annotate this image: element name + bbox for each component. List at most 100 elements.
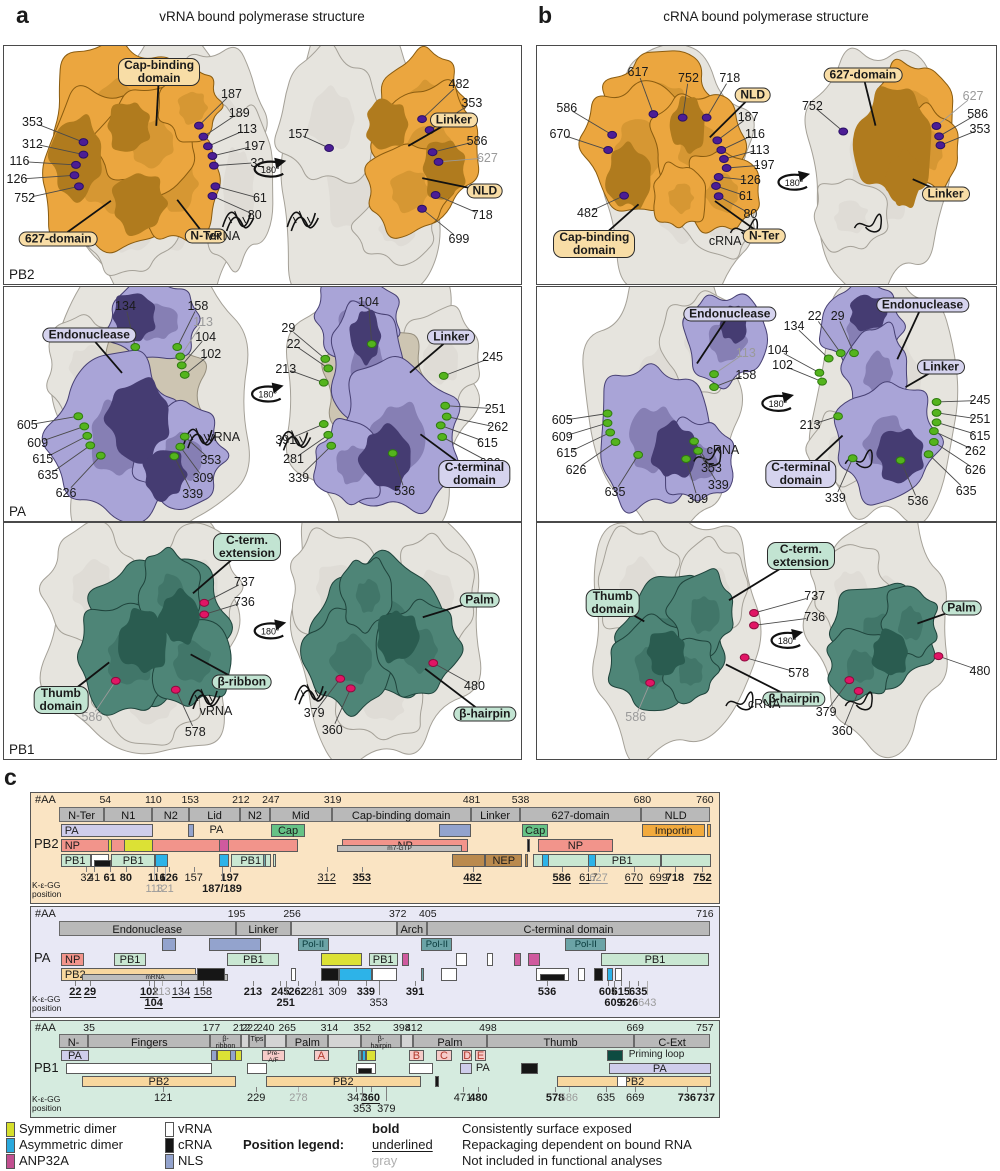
residue-label: 126 xyxy=(739,173,761,188)
residue-label: 586 xyxy=(625,709,647,724)
position-number: 158 xyxy=(193,986,213,998)
leader-line xyxy=(179,446,201,474)
feature-block-label: PB1 xyxy=(119,954,141,966)
crna-loop-icon xyxy=(693,446,722,466)
modification-site-dot xyxy=(179,432,190,441)
modification-site-dot xyxy=(709,370,719,379)
position-number: 635 xyxy=(596,1092,616,1104)
feature-block-label: PA xyxy=(64,825,79,837)
feature-block-label: A xyxy=(317,1050,325,1062)
domain-badge: β-hairpin xyxy=(453,706,517,722)
panel-a-title: vRNA bound polymerase structure xyxy=(159,9,365,24)
rotation-label: 180° xyxy=(778,636,797,646)
aa-tick: 195 xyxy=(227,908,246,920)
position-tick xyxy=(547,981,549,986)
residue-label: 617 xyxy=(627,65,649,80)
modification-site-dot xyxy=(844,676,855,685)
residue-label: 22 xyxy=(286,337,301,352)
position-number: 80 xyxy=(119,872,133,884)
leader-line xyxy=(572,111,613,136)
position-number: 586 xyxy=(559,1092,579,1104)
residue-label: 752 xyxy=(801,98,823,113)
modification-site-dot xyxy=(203,142,213,151)
surface-texture xyxy=(355,578,381,613)
position-tick xyxy=(613,981,615,995)
position-tick xyxy=(605,1087,607,1092)
feature-block xyxy=(155,854,168,867)
feature-block: Cap xyxy=(270,824,306,837)
position-tick xyxy=(256,1087,258,1092)
leader-line xyxy=(48,435,88,457)
leader-line xyxy=(298,434,329,456)
position-number: 669 xyxy=(626,1092,645,1104)
position-number: 113 xyxy=(145,883,163,895)
residue-label: 670 xyxy=(549,127,571,142)
position-tick xyxy=(280,981,282,986)
feature-block xyxy=(539,973,566,981)
leader-line xyxy=(198,97,228,126)
feature-block-label: PB2 xyxy=(332,1076,354,1088)
protein-corner-label: PA xyxy=(9,504,27,519)
domain-segment-label: N2 xyxy=(247,810,262,822)
leader-line xyxy=(392,453,404,486)
surface-blob xyxy=(103,377,170,464)
residue-label: 61 xyxy=(738,188,753,203)
residue-label: 627 xyxy=(476,150,498,165)
residue-label: 578 xyxy=(184,724,206,739)
domain-segment: Linker xyxy=(235,921,292,936)
modification-site-dot xyxy=(438,371,449,380)
feature-block xyxy=(321,968,340,981)
residue-label: 197 xyxy=(244,138,266,153)
leader-line xyxy=(844,690,860,726)
residue-label: 126 xyxy=(6,172,28,187)
aa-axis-label: #AA xyxy=(35,794,56,806)
position-tick xyxy=(462,1087,464,1092)
domain-segment-label: N-Ter xyxy=(68,810,96,822)
position-number: 41 xyxy=(88,872,101,884)
domain-badge: 627-domain xyxy=(18,231,98,247)
surface-blob xyxy=(646,630,686,676)
modification-site-dot xyxy=(934,132,944,141)
feature-block xyxy=(451,854,486,867)
aa-tick: 412 xyxy=(405,1022,423,1034)
position-tick xyxy=(94,867,96,872)
modification-site-dot xyxy=(172,342,183,351)
surface-texture xyxy=(897,605,923,641)
leader-line xyxy=(438,157,481,163)
crna-loop-icon xyxy=(844,691,873,711)
position-number: 339 xyxy=(356,986,376,998)
domain-segment: N1 xyxy=(104,807,153,822)
leader-line xyxy=(70,455,102,488)
position-style-key: bold xyxy=(372,1121,400,1136)
residue-label: 197 xyxy=(753,158,775,172)
position-number: 586 xyxy=(552,872,571,884)
domain-segment-label: Mid xyxy=(291,810,310,822)
domain-segment-label: Thumb xyxy=(543,1036,578,1049)
residue-label: 718 xyxy=(719,71,741,86)
feature-block-label: PB1 xyxy=(372,954,394,966)
leader-line xyxy=(290,370,324,384)
position-number: 157 xyxy=(184,872,203,884)
feature-block: Pre- A/F xyxy=(262,1050,285,1063)
feature-block: PA xyxy=(60,1050,90,1062)
residue-label: 482 xyxy=(577,205,598,220)
badge-leader-line xyxy=(862,74,877,126)
domain-map-PB1: #AA PB1 K-ε-GG position 35 177 212 222 240 265 31… xyxy=(30,1020,720,1118)
feature-block xyxy=(339,968,373,981)
feature-block xyxy=(594,968,603,981)
surface-blob xyxy=(118,608,167,674)
position-tick xyxy=(252,981,254,986)
leader-line xyxy=(432,142,471,153)
protein-name-label: PB1 xyxy=(34,1060,59,1075)
residue-label: 699 xyxy=(448,231,470,246)
leader-line xyxy=(34,415,79,425)
leader-line xyxy=(298,347,329,369)
domain-segment xyxy=(291,921,397,936)
feature-block xyxy=(408,1063,433,1074)
position-tick xyxy=(109,867,111,872)
modification-site-dot xyxy=(199,598,210,607)
domain-badge: Cap-binding domain xyxy=(553,229,636,258)
position-number: 32 xyxy=(80,872,93,884)
position-tick xyxy=(378,981,380,995)
modification-site-dot xyxy=(935,141,946,150)
